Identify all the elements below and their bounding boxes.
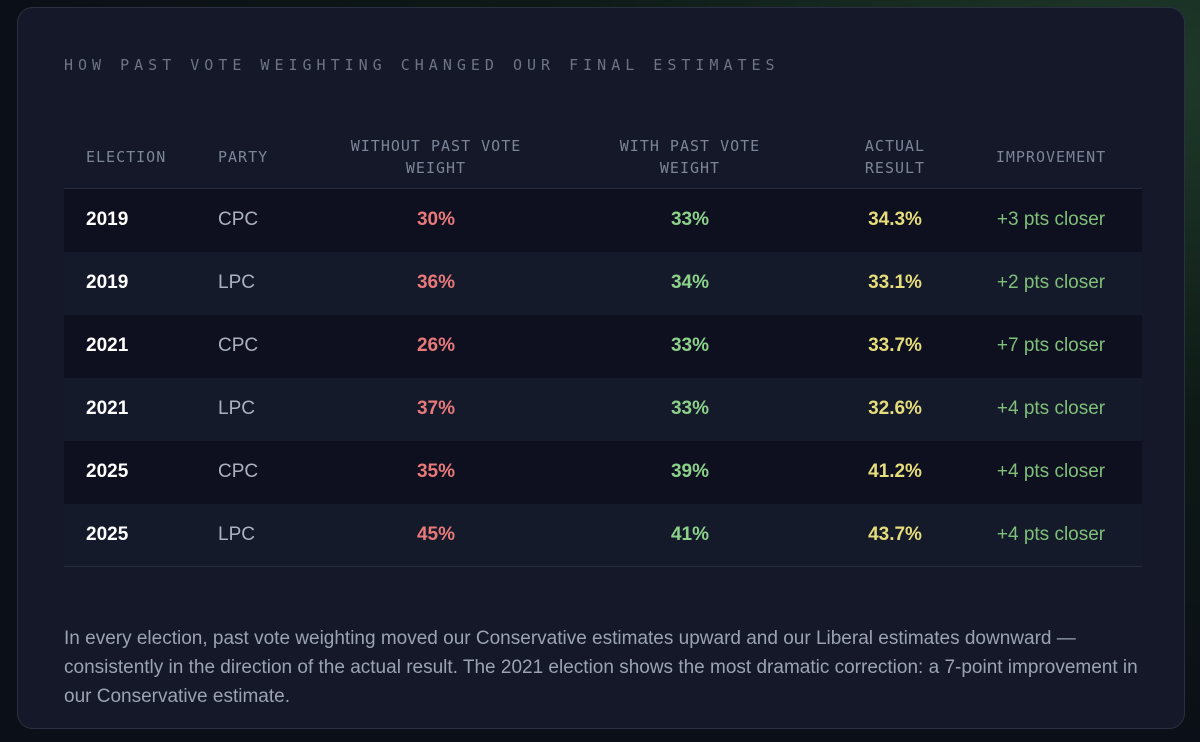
results-table: ELECTION PARTY WITHOUT PAST VOTE WEIGHT … [64, 126, 1142, 567]
table-row: 2025 CPC 35% 39% 41.2% +4 pts closer [64, 440, 1142, 504]
cell-election: 2025 [86, 523, 129, 545]
cell-actual-result: 43.7% [868, 523, 922, 545]
table-row: 2019 CPC 30% 33% 34.3% +3 pts closer [64, 188, 1142, 252]
section-title: HOW PAST VOTE WEIGHTING CHANGED OUR FINA… [64, 56, 780, 74]
cell-without-weight: 36% [416, 272, 456, 293]
cell-with-weight: 34% [670, 272, 710, 293]
header-without-line1: WITHOUT PAST VOTE [350, 137, 522, 155]
cell-with-weight: 33% [670, 209, 710, 231]
header-without-weight: WITHOUT PAST VOTE WEIGHT [322, 126, 550, 189]
table-row: 2025 LPC 45% 41% 43.7% +4 pts closer [64, 503, 1142, 567]
cell-improvement: +4 pts closer [996, 398, 1106, 419]
header-actual-line1: ACTUAL [864, 137, 926, 155]
results-card: HOW PAST VOTE WEIGHTING CHANGED OUR FINA… [17, 7, 1185, 729]
cell-actual-result: 33.1% [868, 272, 922, 293]
header-without-line2: WEIGHT [405, 159, 467, 177]
cell-with-weight: 33% [670, 398, 710, 419]
cell-party: CPC [218, 461, 259, 482]
cell-actual-result: 34.3% [868, 209, 922, 231]
header-party: PARTY [218, 148, 269, 166]
cell-improvement: +2 pts closer [996, 272, 1106, 293]
cell-party: LPC [218, 523, 255, 545]
cell-with-weight: 33% [670, 335, 710, 356]
cell-improvement: +7 pts closer [996, 335, 1106, 356]
table-row: 2019 LPC 36% 34% 33.1% +2 pts closer [64, 251, 1142, 315]
header-with-line1: WITH PAST VOTE [619, 137, 761, 155]
cell-without-weight: 37% [416, 398, 456, 419]
cell-actual-result: 32.6% [868, 398, 922, 419]
table-row: 2021 LPC 37% 33% 32.6% +4 pts closer [64, 377, 1142, 441]
table-row: 2021 CPC 26% 33% 33.7% +7 pts closer [64, 314, 1142, 378]
table-header-row: ELECTION PARTY WITHOUT PAST VOTE WEIGHT … [64, 126, 1142, 189]
header-actual-result: ACTUAL RESULT [830, 126, 960, 189]
summary-note: In every election, past vote weighting m… [64, 628, 1138, 707]
cell-without-weight: 45% [416, 523, 456, 545]
cell-without-weight: 30% [416, 209, 456, 231]
cell-without-weight: 26% [416, 335, 456, 356]
cell-election: 2019 [86, 209, 129, 231]
cell-actual-result: 41.2% [868, 461, 922, 482]
cell-election: 2021 [86, 335, 129, 356]
cell-party: CPC [218, 335, 259, 356]
header-improvement: IMPROVEMENT [995, 148, 1107, 166]
header-election: ELECTION [86, 148, 167, 166]
header-with-line2: WEIGHT [659, 159, 721, 177]
cell-with-weight: 41% [670, 523, 710, 545]
cell-election: 2021 [86, 398, 129, 419]
header-with-weight: WITH PAST VOTE WEIGHT [550, 126, 830, 189]
cell-actual-result: 33.7% [868, 335, 922, 356]
cell-party: LPC [218, 272, 255, 293]
cell-with-weight: 39% [670, 461, 710, 482]
cell-election: 2025 [86, 461, 129, 482]
cell-improvement: +4 pts closer [996, 523, 1106, 545]
cell-improvement: +4 pts closer [996, 461, 1106, 482]
cell-election: 2019 [86, 272, 129, 293]
cell-without-weight: 35% [416, 461, 456, 482]
cell-party: CPC [218, 209, 259, 231]
header-actual-line2: RESULT [864, 159, 926, 177]
cell-improvement: +3 pts closer [996, 209, 1106, 231]
cell-party: LPC [218, 398, 255, 419]
